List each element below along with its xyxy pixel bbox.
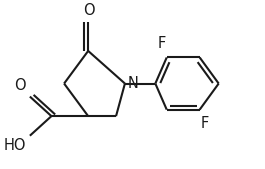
Text: F: F [201, 116, 209, 131]
Text: N: N [128, 76, 139, 91]
Text: O: O [14, 78, 25, 93]
Text: O: O [84, 3, 95, 18]
Text: HO: HO [4, 138, 26, 153]
Text: F: F [157, 36, 166, 51]
